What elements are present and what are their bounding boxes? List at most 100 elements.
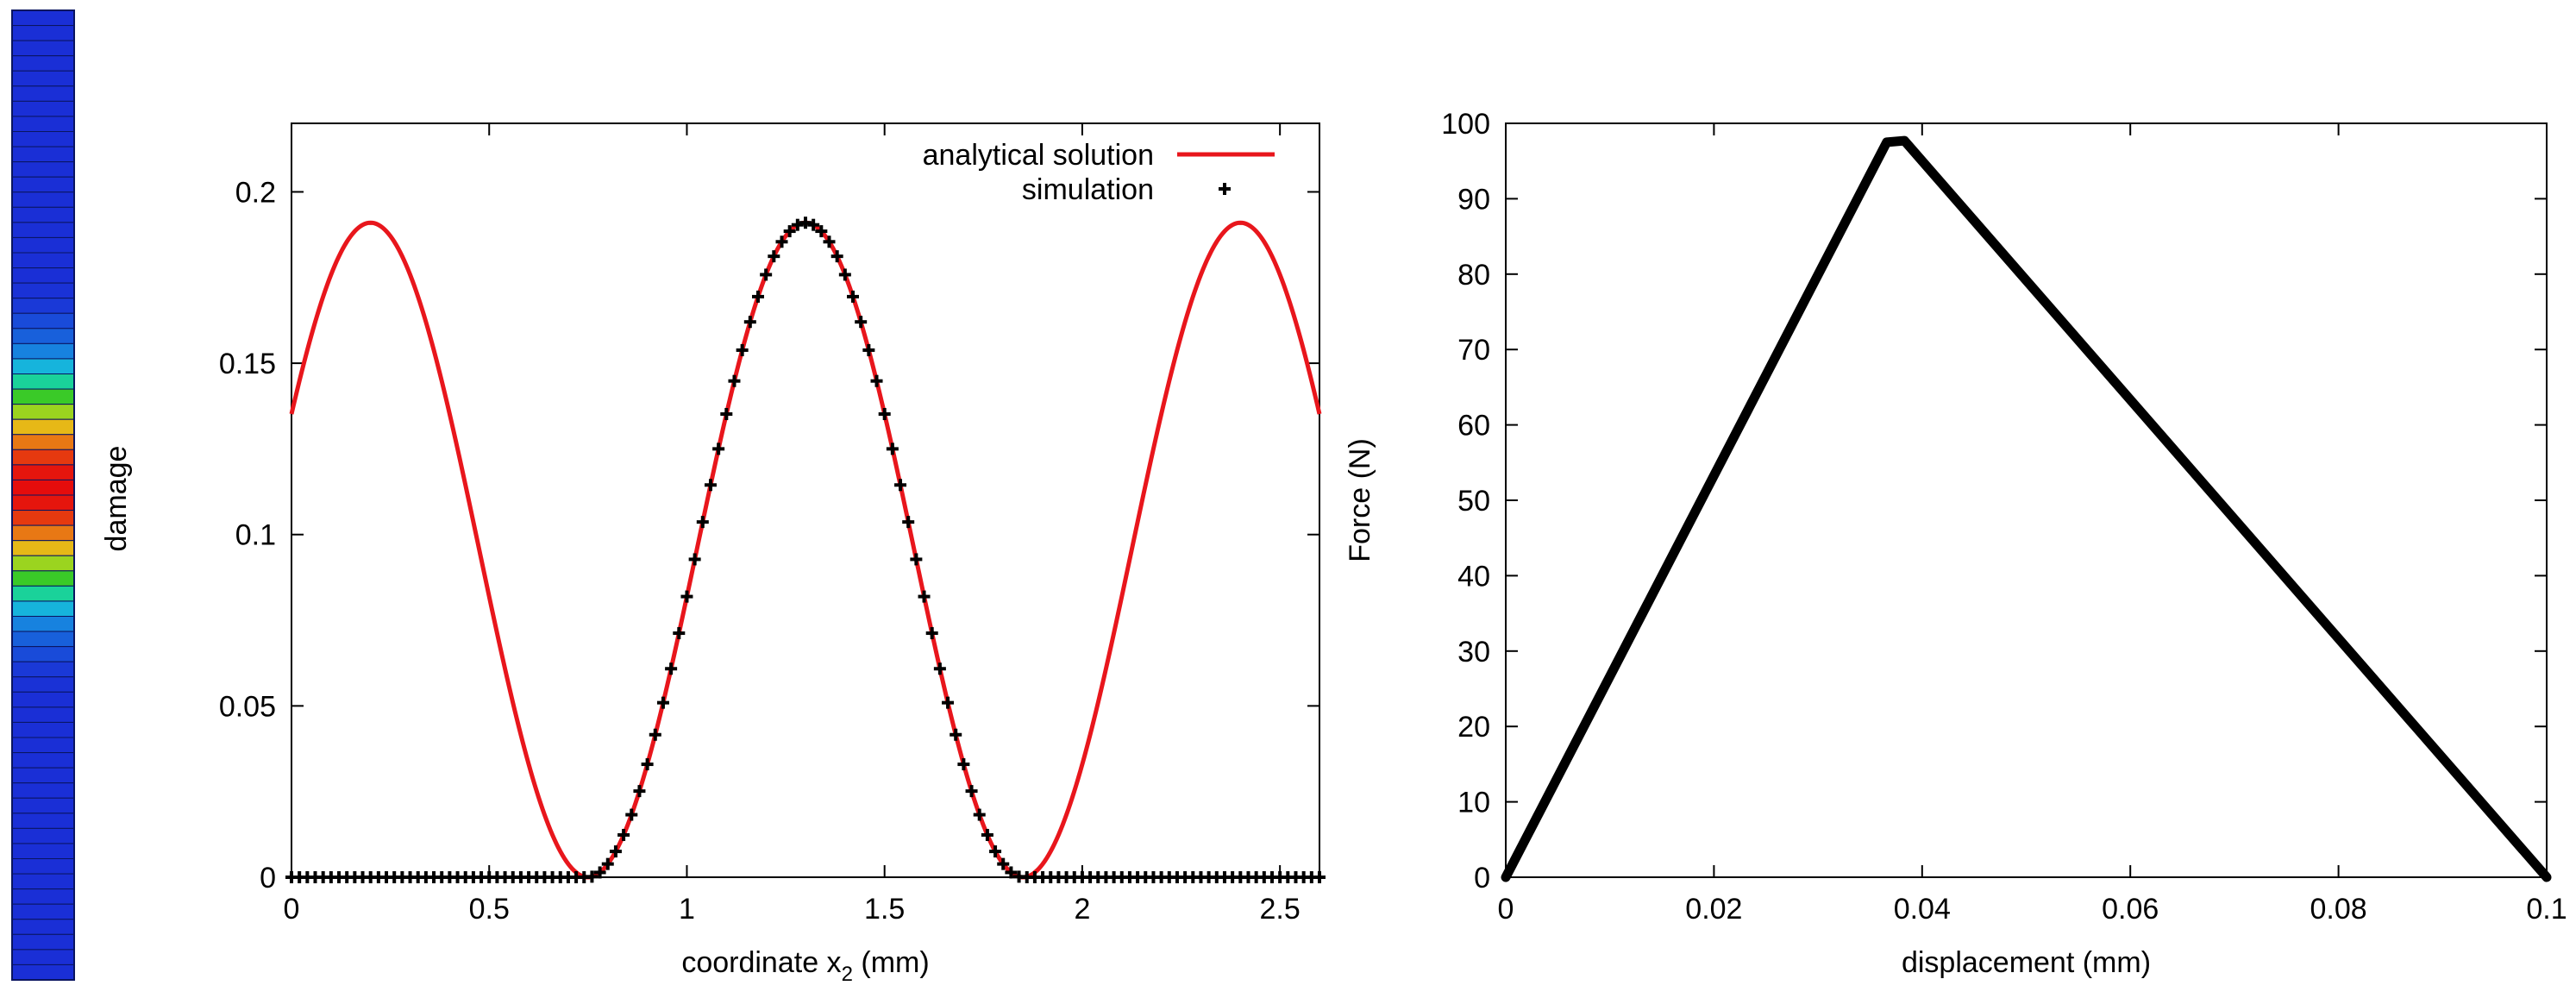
colorbar-cell bbox=[11, 646, 75, 662]
colorbar-cell bbox=[11, 146, 75, 163]
plot2-ytick-label: 70 bbox=[1457, 334, 1490, 367]
plot2-frame bbox=[1505, 122, 2548, 878]
simulation-point bbox=[696, 516, 709, 529]
plot1-xtick-label: 2.5 bbox=[1260, 893, 1301, 926]
colorbar-cell bbox=[11, 116, 75, 132]
force-displacement-line bbox=[1501, 135, 2552, 882]
simulation-point bbox=[950, 728, 962, 741]
colorbar-cell bbox=[11, 161, 75, 178]
plot1-frame bbox=[291, 122, 1320, 878]
colorbar-cell bbox=[11, 298, 75, 314]
colorbar-cell bbox=[11, 282, 75, 299]
colorbar-cell bbox=[11, 464, 75, 480]
simulation-point bbox=[704, 479, 717, 492]
plot2-xtick-label: 0.04 bbox=[1894, 893, 1951, 926]
plot2-ticks: 0 0.02 0.04 0.06 0.08 0.1 0 10 20 30 40 50 60 70 80 90 1… bbox=[1441, 108, 2567, 926]
simulation-point bbox=[807, 218, 820, 231]
simulation-point bbox=[1005, 866, 1018, 879]
plot2-ylabel: Force (N) bbox=[1344, 438, 1376, 562]
plot2-data bbox=[1501, 135, 2552, 882]
colorbar-cell bbox=[11, 358, 75, 374]
plot1-data bbox=[285, 217, 1326, 883]
simulation-point bbox=[989, 845, 1002, 858]
simulation-point bbox=[902, 516, 915, 529]
simulation-point bbox=[847, 290, 860, 303]
simulation-point bbox=[997, 857, 1010, 870]
colorbar-cell bbox=[11, 797, 75, 814]
colorbar-cell bbox=[11, 131, 75, 148]
colorbar-cell bbox=[11, 661, 75, 678]
simulation-point bbox=[688, 553, 701, 566]
simulation-point bbox=[981, 828, 993, 841]
plot1-xtick-label: 1 bbox=[679, 893, 695, 926]
colorbar-cell bbox=[11, 100, 75, 117]
colorbar-cell bbox=[11, 616, 75, 632]
colorbar-cell bbox=[11, 963, 75, 981]
simulation-point bbox=[720, 407, 733, 420]
simulation-point bbox=[838, 268, 851, 281]
plot1-ytick-label: 0.2 bbox=[235, 176, 276, 209]
colorbar-cell bbox=[11, 933, 75, 951]
plot2-ytick-label: 90 bbox=[1457, 183, 1490, 216]
plot2-xtick-label: 0.06 bbox=[2102, 893, 2159, 926]
simulation-point bbox=[1313, 871, 1326, 883]
colorbar-cell bbox=[11, 888, 75, 905]
colorbar-cell bbox=[11, 767, 75, 784]
plot1-ytick-label: 0.15 bbox=[219, 348, 276, 380]
plot1-xlabel-subscript: 2 bbox=[842, 963, 853, 986]
simulation-point bbox=[586, 870, 599, 883]
simulation-point bbox=[665, 662, 678, 675]
colorbar-cell bbox=[11, 570, 75, 587]
colorbar-cell bbox=[11, 449, 75, 466]
simulation-point bbox=[775, 235, 788, 248]
colorbar-cell bbox=[11, 494, 75, 512]
plot2-ytick-label: 60 bbox=[1457, 410, 1490, 443]
colorbar-cell bbox=[11, 342, 75, 360]
colorbar-cell bbox=[11, 434, 75, 450]
plot1-xtick-label: 0.5 bbox=[469, 893, 510, 926]
colorbar-cell bbox=[11, 721, 75, 738]
damage-profile-plot: 0 0.5 1 1.5 2 2.5 0 0.05 0.1 0.15 0.2 coordinate x… bbox=[219, 122, 1326, 986]
simulation-point bbox=[736, 343, 749, 356]
plot1-xlabel: coordinate x2 (mm) bbox=[681, 946, 929, 986]
plot2-ytick-label: 100 bbox=[1441, 108, 1490, 141]
colorbar-cell bbox=[11, 479, 75, 496]
simulation-point bbox=[830, 250, 843, 263]
simulation-point bbox=[641, 758, 654, 771]
damage-colorbar bbox=[11, 9, 75, 981]
colorbar-cell bbox=[11, 373, 75, 390]
colorbar-cell bbox=[11, 737, 75, 754]
colorbar-cell bbox=[11, 858, 75, 875]
simulation-point bbox=[973, 808, 986, 821]
plot2-xtick-label: 0.02 bbox=[1685, 893, 1742, 926]
simulation-point bbox=[910, 553, 923, 566]
plot2-ytick-label: 20 bbox=[1457, 711, 1490, 744]
simulation-point bbox=[894, 479, 907, 492]
simulation-point bbox=[728, 374, 741, 387]
simulation-point bbox=[783, 225, 796, 238]
colorbar-cell bbox=[11, 631, 75, 648]
colorbar-cell bbox=[11, 585, 75, 602]
simulation-point bbox=[617, 828, 630, 841]
colorbar-label: damage bbox=[100, 446, 133, 552]
simulation-point bbox=[957, 758, 970, 771]
plot1-legend: analytical solution simulation bbox=[923, 139, 1275, 206]
colorbar-cell bbox=[11, 949, 75, 965]
simulation-point bbox=[743, 316, 756, 329]
simulation-point bbox=[965, 785, 978, 798]
colorbar-cell bbox=[11, 222, 75, 238]
colorbar-cell bbox=[11, 752, 75, 769]
simulation-point bbox=[933, 662, 946, 675]
colorbar-cell bbox=[11, 267, 75, 284]
colorbar-cell bbox=[11, 676, 75, 693]
colorbar-cell bbox=[11, 328, 75, 344]
plot1-ytick-label: 0.1 bbox=[235, 519, 276, 552]
simulation-point bbox=[593, 866, 606, 879]
simulation-point bbox=[878, 407, 891, 420]
plot2-ytick-label: 0 bbox=[1474, 862, 1490, 894]
plot1-ytick-label: 0.05 bbox=[219, 690, 276, 723]
simulation-point bbox=[862, 343, 875, 356]
simulation-point bbox=[925, 627, 938, 640]
colorbar-cell bbox=[11, 903, 75, 920]
colorbar-cell bbox=[11, 191, 75, 208]
